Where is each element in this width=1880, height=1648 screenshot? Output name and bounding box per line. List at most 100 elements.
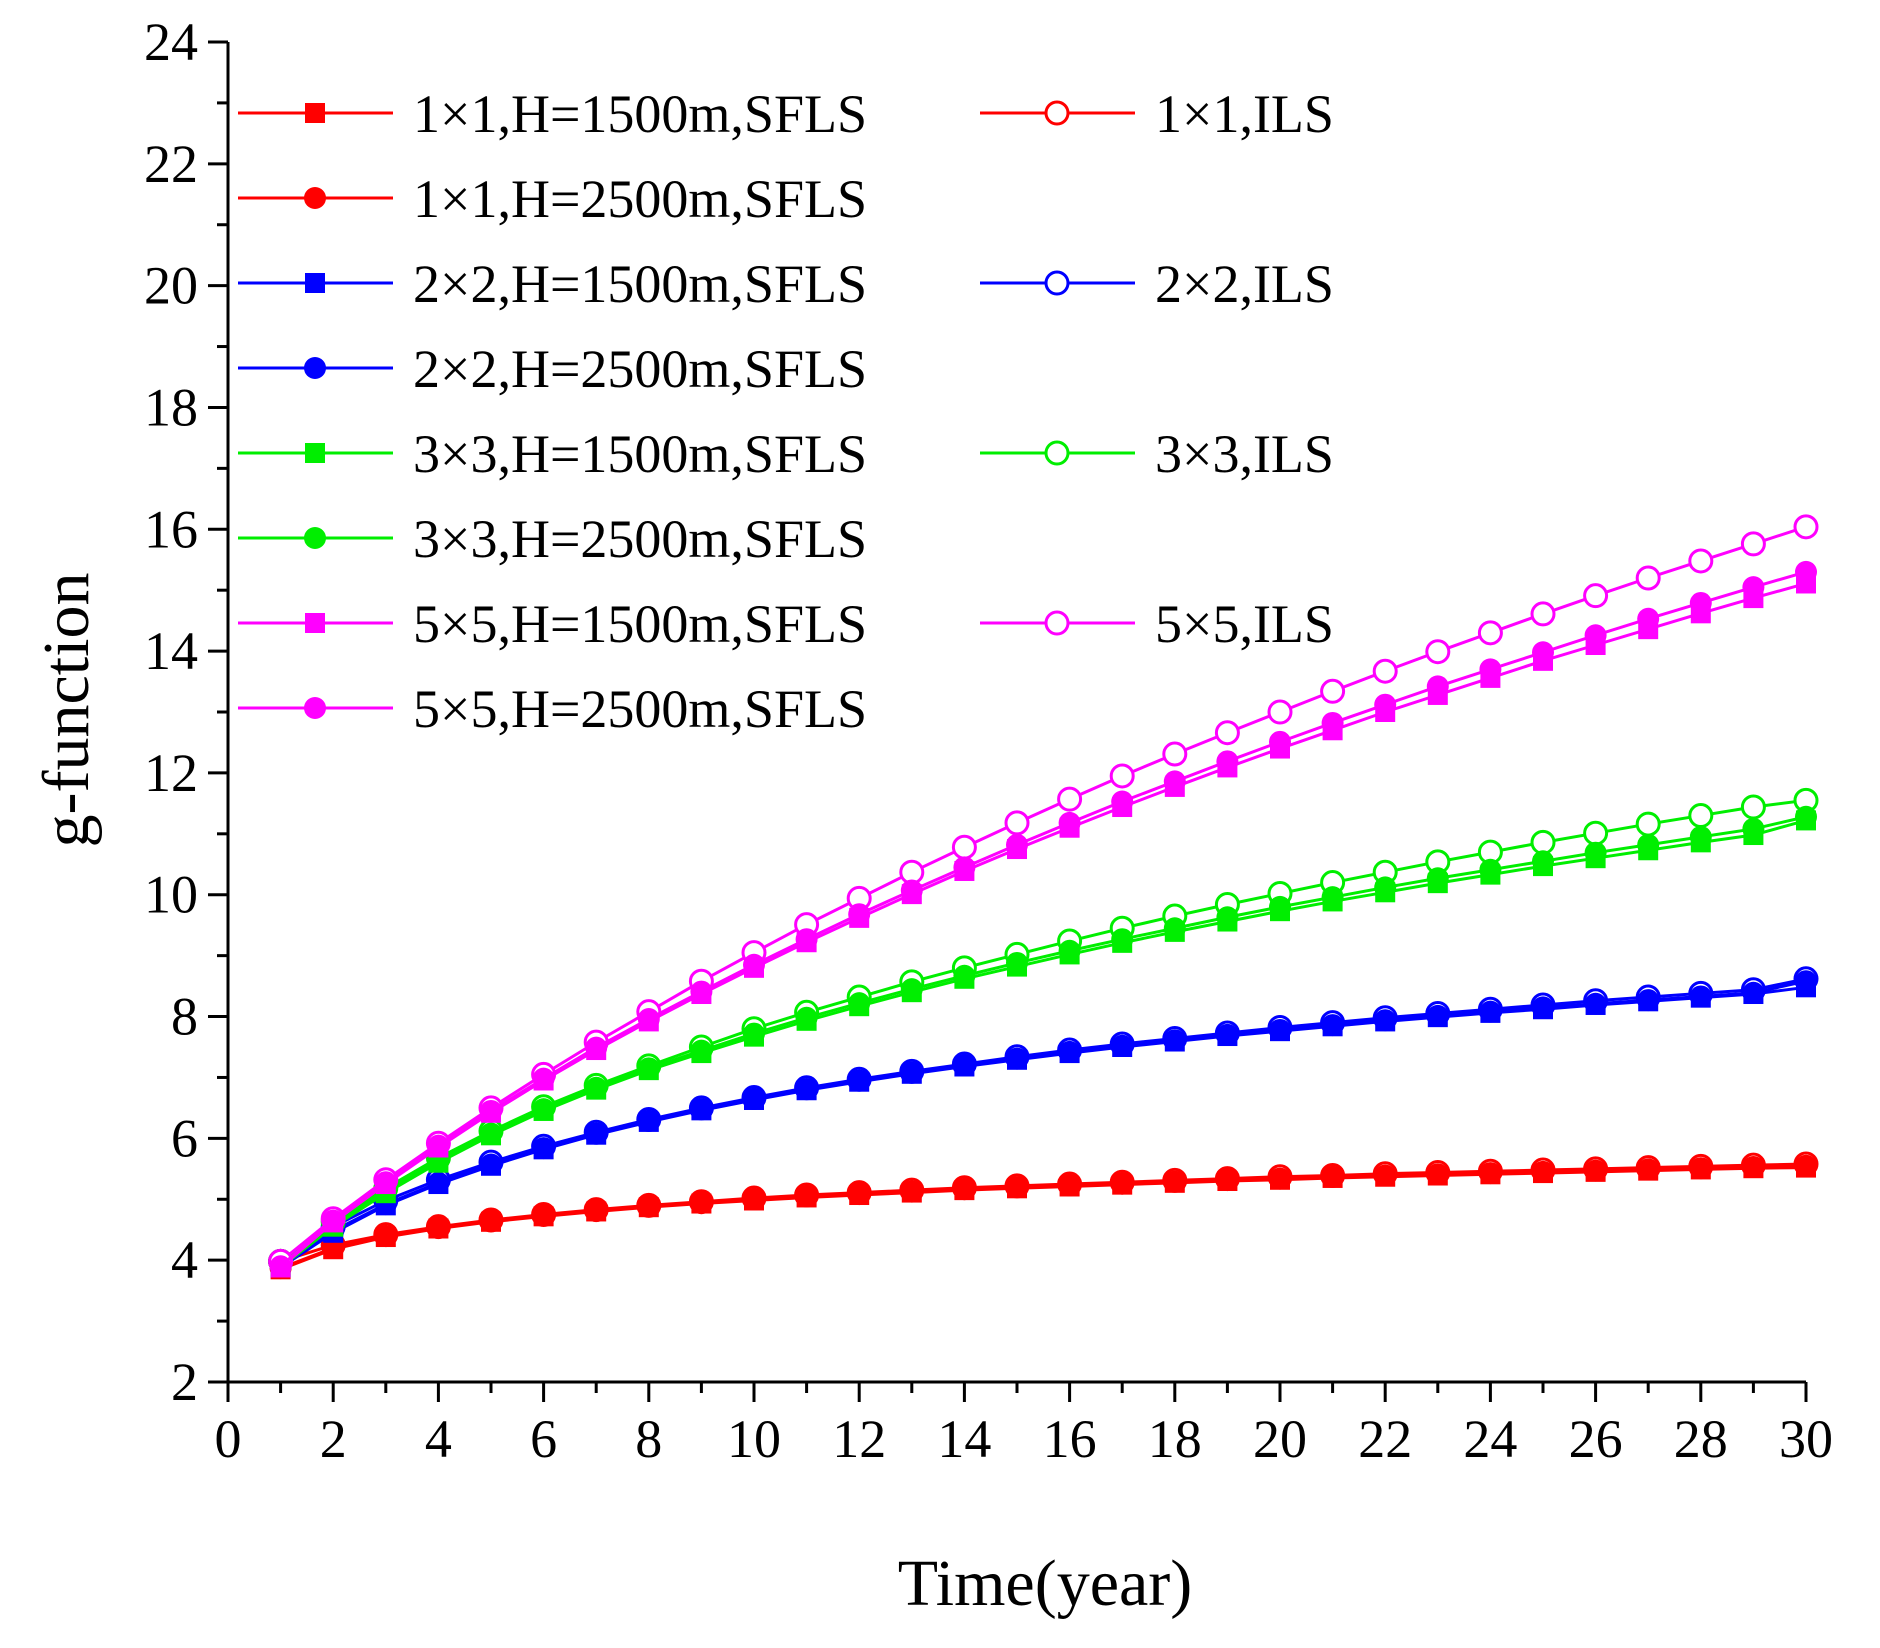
- data-point: [1742, 576, 1765, 599]
- data-point: [480, 1099, 502, 1122]
- y-tick-label: 24: [144, 12, 198, 72]
- data-point: [1374, 693, 1397, 716]
- data-point: [1267, 699, 1293, 725]
- data-point: [1479, 1162, 1502, 1185]
- data-point: [322, 1209, 345, 1232]
- legend-entry: 2×2,H=2500m,SFLS: [238, 339, 867, 399]
- data-point: [1320, 678, 1346, 704]
- data-point: [1111, 790, 1134, 813]
- data-point: [1269, 1167, 1291, 1190]
- legend-entry: 5×5,H=2500m,SFLS: [238, 679, 867, 739]
- data-point: [1269, 895, 1291, 918]
- series-11: [269, 560, 1817, 1278]
- x-tick-label: 12: [832, 1409, 886, 1469]
- data-point: [1111, 928, 1134, 951]
- data-point: [1163, 1029, 1186, 1052]
- data-point: [1795, 1154, 1817, 1177]
- legend-marker: [304, 527, 326, 549]
- data-point: [951, 834, 977, 860]
- data-point: [1426, 1004, 1449, 1027]
- data-point: [585, 1122, 608, 1145]
- data-point: [743, 1188, 765, 1211]
- data-point: [848, 1069, 871, 1092]
- data-point: [1216, 750, 1239, 773]
- data-point: [1637, 989, 1660, 1012]
- legend-marker: [305, 103, 325, 123]
- data-point: [532, 1137, 555, 1160]
- x-tick-label: 22: [1358, 1409, 1412, 1469]
- series-7: [268, 787, 1819, 1274]
- data-point: [953, 1054, 976, 1077]
- y-tick-label: 4: [171, 1230, 198, 1290]
- data-point: [743, 1087, 765, 1110]
- data-point: [1740, 531, 1766, 557]
- legend-label: 2×2,H=1500m,SFLS: [413, 254, 867, 314]
- data-point: [900, 1180, 923, 1203]
- data-point: [1321, 1014, 1344, 1037]
- data-point: [690, 1039, 713, 1062]
- y-tick-label: 22: [144, 134, 198, 194]
- legend-entry: 2×2,H=1500m,SFLS: [238, 254, 867, 314]
- data-point: [1793, 514, 1819, 540]
- y-tick-label: 14: [144, 621, 198, 681]
- legend-entry: 5×5,H=1500m,SFLS: [238, 594, 867, 654]
- data-point: [1583, 583, 1609, 609]
- data-point: [532, 1067, 555, 1090]
- legend: 1×1,H=1500m,SFLS 1×1,H=2500m,SFLS 2×2,H=15…: [238, 84, 1334, 739]
- data-point: [427, 1171, 450, 1194]
- data-point: [795, 1078, 818, 1101]
- series-4: [268, 966, 1819, 1274]
- legend-label: 3×3,H=1500m,SFLS: [413, 424, 867, 484]
- x-tick-label: 14: [937, 1409, 991, 1469]
- legend-entry: 3×3,ILS: [980, 424, 1334, 484]
- data-point: [1058, 1040, 1081, 1063]
- legend-marker: [305, 443, 325, 463]
- data-point: [1584, 992, 1607, 1015]
- data-point: [585, 1036, 608, 1059]
- data-point: [427, 1216, 450, 1239]
- data-point: [1321, 1165, 1344, 1188]
- data-point: [532, 1204, 555, 1227]
- series-layer: [268, 514, 1819, 1280]
- x-tick-label: 6: [530, 1409, 557, 1469]
- data-point: [1321, 711, 1344, 734]
- data-point: [374, 1171, 397, 1194]
- data-point: [1214, 720, 1240, 746]
- x-tick-label: 30: [1779, 1409, 1833, 1469]
- data-point: [1742, 817, 1765, 840]
- legend-marker: [1044, 440, 1070, 466]
- data-point: [637, 1109, 660, 1132]
- data-point: [1532, 850, 1554, 873]
- data-point: [1163, 770, 1186, 793]
- y-tick-label: 10: [144, 865, 198, 925]
- legend-marker: [1044, 100, 1070, 126]
- data-point: [637, 1007, 660, 1030]
- series-line: [279, 570, 1807, 1268]
- data-point: [690, 1098, 713, 1121]
- data-point: [1688, 803, 1714, 829]
- data-point: [532, 1098, 555, 1121]
- data-point: [1637, 833, 1660, 856]
- series-5: [269, 970, 1817, 1278]
- legend-label: 2×2,H=2500m,SFLS: [413, 339, 867, 399]
- data-point: [848, 903, 871, 926]
- data-point: [480, 1122, 502, 1145]
- data-point: [1584, 624, 1607, 647]
- legend-marker: [1044, 610, 1070, 636]
- legend-marker: [304, 357, 326, 379]
- data-point: [637, 1194, 660, 1217]
- x-tick-label: 8: [635, 1409, 662, 1469]
- data-point: [795, 1006, 818, 1029]
- data-point: [1425, 639, 1451, 665]
- data-point: [1688, 548, 1714, 574]
- data-point: [1162, 741, 1188, 767]
- legend-label: 5×5,H=1500m,SFLS: [413, 594, 867, 654]
- data-point: [795, 928, 818, 951]
- data-point: [1321, 886, 1344, 909]
- data-point: [1532, 1160, 1554, 1183]
- x-tick-label: 4: [425, 1409, 452, 1469]
- data-point: [1795, 560, 1817, 583]
- data-point: [1163, 1170, 1186, 1193]
